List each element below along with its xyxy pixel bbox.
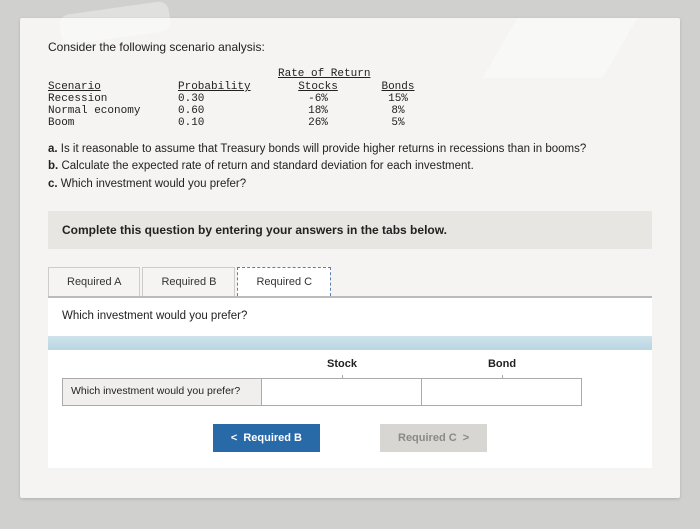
cell-scenario: Recession — [48, 93, 178, 105]
next-button[interactable]: Required C > — [380, 424, 487, 452]
cell-scenario: Boom — [48, 117, 178, 129]
cell-probability: 0.10 — [178, 117, 278, 129]
q-c-label: c. — [48, 178, 58, 190]
cell-bonds: 15% — [358, 93, 438, 105]
answer-col-bond: Bond — [422, 350, 582, 378]
chevron-right-icon: > — [463, 432, 469, 444]
cell-stocks: 26% — [278, 117, 358, 129]
tab-required-b[interactable]: Required B — [142, 267, 235, 296]
prev-button-label: Required B — [243, 432, 302, 444]
chevron-left-icon: < — [231, 432, 237, 444]
tab-required-a[interactable]: Required A — [48, 267, 140, 296]
cell-probability: 0.30 — [178, 93, 278, 105]
q-a-label: a. — [48, 143, 58, 155]
col-header-bonds: Bonds — [358, 81, 438, 93]
cell-stocks: 18% — [278, 105, 358, 117]
col-header-probability: Probability — [178, 81, 278, 93]
rate-of-return-header: Rate of Return — [278, 68, 652, 80]
answer-row-label: Which investment would you prefer? — [62, 378, 262, 406]
tab-bar: Required A Required B Required C — [48, 267, 652, 296]
cell-bonds: 8% — [358, 105, 438, 117]
divider-bar — [48, 336, 652, 350]
q-b-label: b. — [48, 160, 58, 172]
q-a-text: Is it reasonable to assume that Treasury… — [61, 143, 586, 155]
prev-button[interactable]: < Required B — [213, 424, 320, 452]
tab-content: Which investment would you prefer? Stock… — [48, 296, 652, 468]
q-c-text: Which investment would you prefer? — [61, 178, 246, 190]
tab-required-c[interactable]: Required C — [237, 267, 331, 296]
cell-scenario: Normal economy — [48, 105, 178, 117]
tab-question-text: Which investment would you prefer? — [62, 310, 638, 322]
intro-text: Consider the following scenario analysis… — [48, 40, 652, 54]
scenario-table: Rate of Return Scenario Probability Stoc… — [48, 68, 652, 129]
cell-stocks: -6% — [278, 93, 358, 105]
instruction-bar: Complete this question by entering your … — [48, 211, 652, 249]
cell-bonds: 5% — [358, 117, 438, 129]
cell-probability: 0.60 — [178, 105, 278, 117]
answer-input-bond[interactable] — [422, 378, 582, 406]
answer-col-stock: Stock — [262, 350, 422, 378]
col-header-scenario: Scenario — [48, 81, 178, 93]
worksheet-page: Consider the following scenario analysis… — [20, 18, 680, 498]
answer-input-stock[interactable] — [262, 378, 422, 406]
q-b-text: Calculate the expected rate of return an… — [61, 160, 473, 172]
col-header-stocks: Stocks — [278, 81, 358, 93]
next-button-label: Required C — [398, 432, 457, 444]
question-list: a. Is it reasonable to assume that Treas… — [48, 141, 652, 193]
